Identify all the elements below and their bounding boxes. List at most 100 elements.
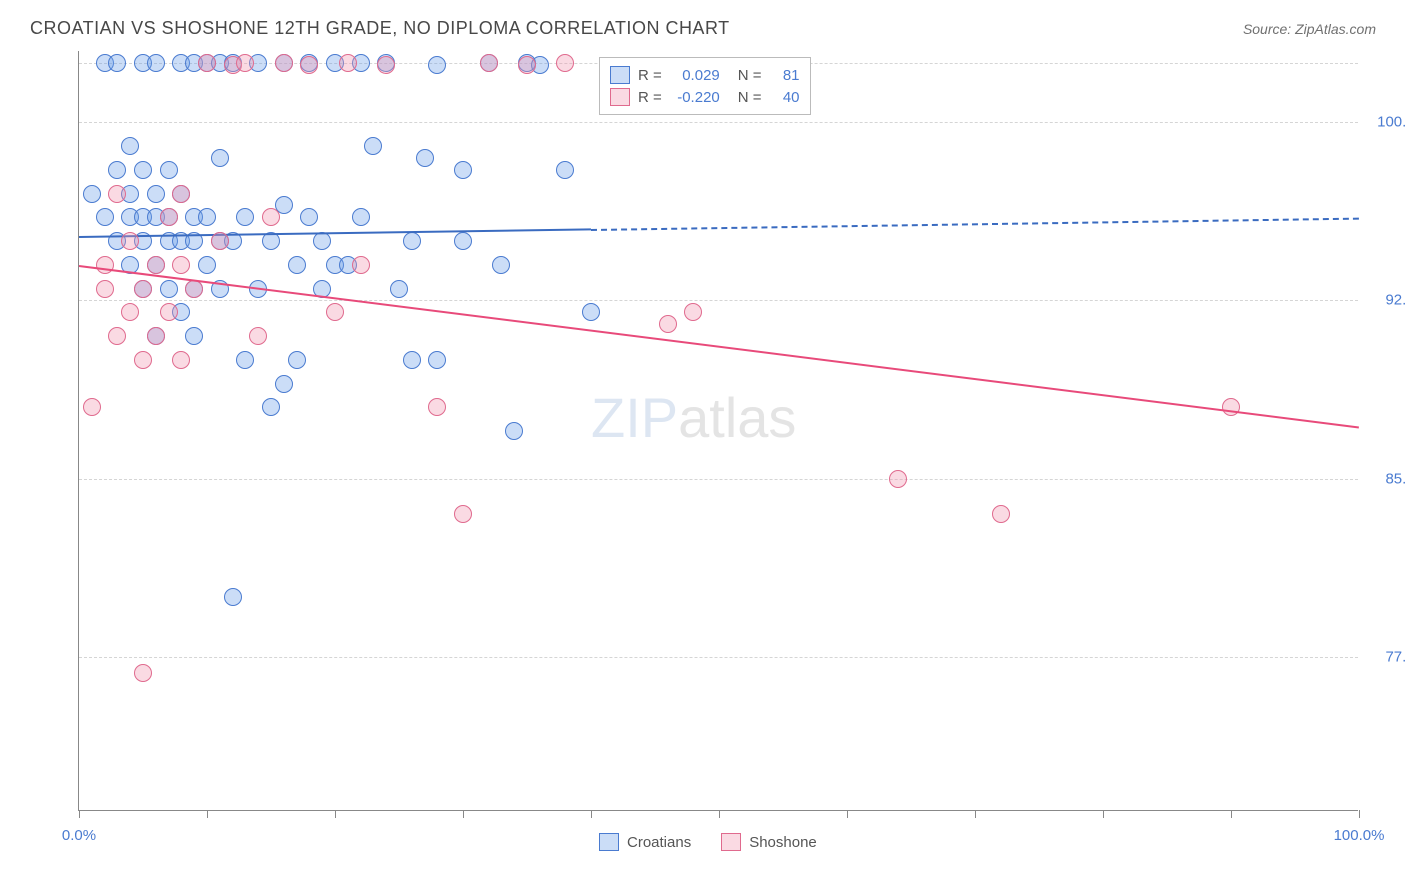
data-point: [428, 398, 446, 416]
source-label: Source: ZipAtlas.com: [1243, 21, 1376, 37]
data-point: [480, 54, 498, 72]
data-point: [275, 375, 293, 393]
data-point: [198, 54, 216, 72]
gridline: [79, 300, 1358, 301]
data-point: [108, 327, 126, 345]
gridline: [79, 479, 1358, 480]
chart-title: CROATIAN VS SHOSHONE 12TH GRADE, NO DIPL…: [30, 18, 730, 39]
r-value: 0.029: [670, 67, 720, 84]
data-point: [352, 256, 370, 274]
data-point: [160, 161, 178, 179]
legend-label: Shoshone: [749, 834, 817, 851]
data-point: [582, 303, 600, 321]
data-point: [147, 54, 165, 72]
data-point: [172, 256, 190, 274]
data-point: [288, 256, 306, 274]
data-point: [416, 149, 434, 167]
gridline: [79, 657, 1358, 658]
y-tick-label: 100.0%: [1377, 114, 1406, 131]
data-point: [236, 54, 254, 72]
data-point: [313, 232, 331, 250]
data-point: [684, 303, 702, 321]
x-tick: [79, 810, 80, 818]
data-point: [224, 588, 242, 606]
data-point: [249, 327, 267, 345]
correlation-legend: R =0.029N =81R =-0.220N =40: [599, 57, 811, 115]
data-point: [147, 256, 165, 274]
x-tick: [1231, 810, 1232, 818]
data-point: [403, 232, 421, 250]
watermark-part1: ZIP: [591, 386, 678, 449]
data-point: [211, 232, 229, 250]
data-point: [377, 56, 395, 74]
data-point: [160, 303, 178, 321]
data-point: [505, 422, 523, 440]
legend-swatch: [610, 66, 630, 84]
data-point: [326, 303, 344, 321]
legend-item: Shoshone: [721, 833, 817, 851]
data-point: [108, 185, 126, 203]
x-tick: [463, 810, 464, 818]
x-tick: [1359, 810, 1360, 818]
n-value: 40: [770, 89, 800, 106]
y-tick-label: 92.5%: [1385, 292, 1406, 309]
data-point: [556, 161, 574, 179]
x-tick: [1103, 810, 1104, 818]
data-point: [556, 54, 574, 72]
data-point: [262, 398, 280, 416]
legend-swatch: [721, 833, 741, 851]
data-point: [83, 185, 101, 203]
data-point: [403, 351, 421, 369]
data-point: [134, 280, 152, 298]
gridline: [79, 122, 1358, 123]
legend-item: Croatians: [599, 833, 691, 851]
data-point: [300, 56, 318, 74]
data-point: [147, 327, 165, 345]
data-point: [172, 185, 190, 203]
legend-swatch: [599, 833, 619, 851]
data-point: [236, 351, 254, 369]
y-tick-label: 77.5%: [1385, 648, 1406, 665]
plot-area: ZIPatlas 77.5%85.0%92.5%100.0%0.0%100.0%…: [78, 51, 1358, 811]
data-point: [121, 232, 139, 250]
x-tick: [335, 810, 336, 818]
data-point: [262, 208, 280, 226]
legend-swatch: [610, 88, 630, 106]
legend-label: Croatians: [627, 834, 691, 851]
trend-line: [79, 229, 591, 239]
data-point: [108, 161, 126, 179]
data-point: [339, 54, 357, 72]
x-tick: [719, 810, 720, 818]
data-point: [172, 351, 190, 369]
data-point: [659, 315, 677, 333]
data-point: [275, 54, 293, 72]
x-tick: [975, 810, 976, 818]
data-point: [428, 351, 446, 369]
data-point: [198, 208, 216, 226]
data-point: [518, 56, 536, 74]
y-tick-label: 85.0%: [1385, 470, 1406, 487]
data-point: [185, 327, 203, 345]
x-tick: [847, 810, 848, 818]
data-point: [211, 149, 229, 167]
watermark-part2: atlas: [678, 386, 796, 449]
series-legend: Croatians Shoshone: [599, 833, 817, 851]
trend-line-dashed: [591, 217, 1359, 230]
data-point: [454, 505, 472, 523]
data-point: [83, 398, 101, 416]
data-point: [96, 208, 114, 226]
x-tick: [591, 810, 592, 818]
data-point: [889, 470, 907, 488]
legend-row: R =0.029N =81: [610, 64, 800, 86]
n-label: N =: [738, 67, 762, 84]
data-point: [390, 280, 408, 298]
data-point: [134, 664, 152, 682]
data-point: [300, 208, 318, 226]
data-point: [121, 303, 139, 321]
legend-row: R =-0.220N =40: [610, 86, 800, 108]
r-label: R =: [638, 89, 662, 106]
data-point: [428, 56, 446, 74]
watermark: ZIPatlas: [591, 385, 796, 450]
r-value: -0.220: [670, 89, 720, 106]
data-point: [198, 256, 216, 274]
